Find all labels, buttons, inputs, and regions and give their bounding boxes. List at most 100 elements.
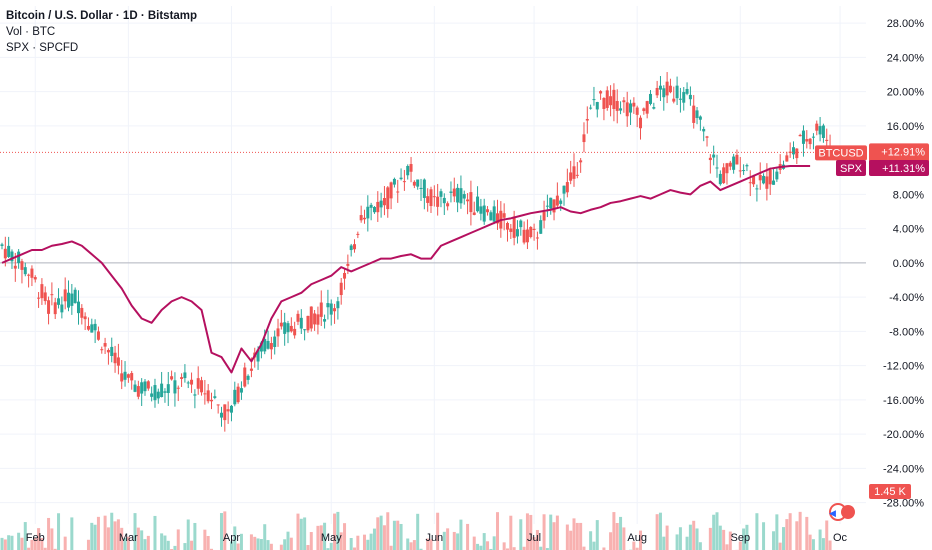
volume-bar [233, 526, 237, 550]
btc-candle-body [180, 377, 184, 379]
btc-candle-body [515, 229, 519, 237]
volume-bar [316, 525, 320, 550]
legend-main-symbol[interactable]: Bitcoin / U.S. Dollar · 1D · Bitstamp [6, 10, 198, 22]
btc-candle-body [795, 148, 799, 159]
btc-candle-body [589, 107, 593, 109]
volume-bar [525, 513, 529, 550]
btc-candle-body [702, 128, 706, 132]
y-tick-label: 0.00% [893, 258, 924, 270]
volume-bar [619, 516, 623, 550]
volume-bar [349, 537, 353, 550]
btc-candle-body [542, 211, 546, 221]
btc-candle-body [825, 139, 829, 141]
volume-bar [43, 547, 47, 550]
btc-candle-body [269, 343, 273, 350]
x-tick-label: Sep [730, 532, 750, 544]
volume-bar [466, 523, 470, 550]
volume-bar [446, 528, 450, 550]
btc-candle-body [210, 399, 214, 402]
volume-bar [20, 537, 24, 550]
volume-bar [113, 521, 117, 550]
btc-candle-body [283, 322, 287, 334]
btc-candle-body [356, 233, 360, 235]
btc-candle-body [772, 180, 776, 185]
volume-bar [133, 513, 137, 550]
btc-candle-body [412, 181, 416, 186]
btc-candle-body [339, 282, 343, 296]
btc-candle-body [316, 314, 320, 325]
btc-candle-body [83, 316, 87, 320]
btc-candle-body [419, 187, 423, 189]
x-tick-label: Aug [627, 532, 647, 544]
volume-bar [715, 512, 719, 550]
y-tick-label: 4.00% [893, 224, 924, 236]
spx-symbol-tag [836, 160, 866, 177]
btc-candle-body [406, 166, 410, 176]
btc-candle-body [303, 329, 307, 331]
volume-bar [269, 543, 273, 550]
volume-bar [496, 512, 500, 550]
btc-candle-body [126, 374, 130, 378]
btc-candle-body [605, 90, 609, 108]
btc-candle-body [116, 357, 120, 366]
volume-bar [362, 534, 366, 550]
btc-candle-body [63, 289, 67, 302]
btc-candle-body [592, 99, 596, 101]
btc-candle-body [738, 170, 742, 172]
volume-bar [482, 533, 486, 550]
btc-candle-body [43, 292, 47, 302]
btc-candle-body [732, 156, 736, 170]
volume-bar [692, 520, 696, 550]
volume-bar [372, 528, 376, 550]
btc-candle-body [615, 101, 619, 111]
volume-bar [502, 542, 506, 550]
volume-bar [489, 548, 493, 550]
volume-bar [37, 528, 41, 550]
btc-candle-body [585, 118, 589, 121]
btc-candle-body [326, 303, 330, 308]
btc-candle-body [13, 265, 17, 269]
volume-bar [176, 529, 180, 550]
volume-bar [266, 540, 270, 550]
volume-bar [3, 539, 7, 550]
btc-candle-body [313, 313, 317, 325]
volume-bar [336, 511, 340, 550]
btc-candle-body [469, 192, 473, 213]
btc-candle-body [110, 346, 114, 356]
btc-candle-body [146, 381, 150, 389]
volume-bar [140, 530, 144, 550]
volume-bar [609, 532, 613, 550]
volume-bar [183, 543, 187, 550]
volume-bar [333, 513, 337, 550]
btc-candle-body [93, 323, 97, 331]
btc-candle-body [70, 293, 74, 306]
btc-candle-body [459, 188, 463, 204]
btc-candle-body [226, 409, 230, 412]
volume-bar [90, 522, 94, 550]
volume-bar [283, 539, 287, 550]
btc-candle-body [625, 102, 629, 117]
btc-candle-body [17, 251, 21, 264]
volume-bar [658, 512, 662, 550]
volume-bar [33, 537, 37, 550]
volume-bar [436, 512, 440, 550]
btc-candle-body [336, 301, 340, 309]
x-tick-label: Jun [425, 532, 443, 544]
volume-bar [708, 527, 712, 550]
btc-candle-body [67, 292, 71, 308]
legend-spx[interactable]: SPX · SPCFD [6, 42, 79, 54]
btc-candle-body [243, 367, 247, 387]
volume-bar [249, 534, 253, 550]
volume-bar [27, 547, 31, 550]
btc-candle-body [156, 391, 160, 399]
volume-bar [166, 540, 170, 550]
btc-candle-body [456, 187, 460, 203]
volume-bar [110, 512, 114, 550]
volume-bar [549, 514, 553, 550]
volume-bar [7, 535, 11, 550]
btc-candle-body [785, 155, 789, 162]
btc-candle-body [190, 379, 194, 385]
legend-volume[interactable]: Vol · BTC [6, 26, 56, 38]
btc-candle-body [106, 349, 110, 353]
